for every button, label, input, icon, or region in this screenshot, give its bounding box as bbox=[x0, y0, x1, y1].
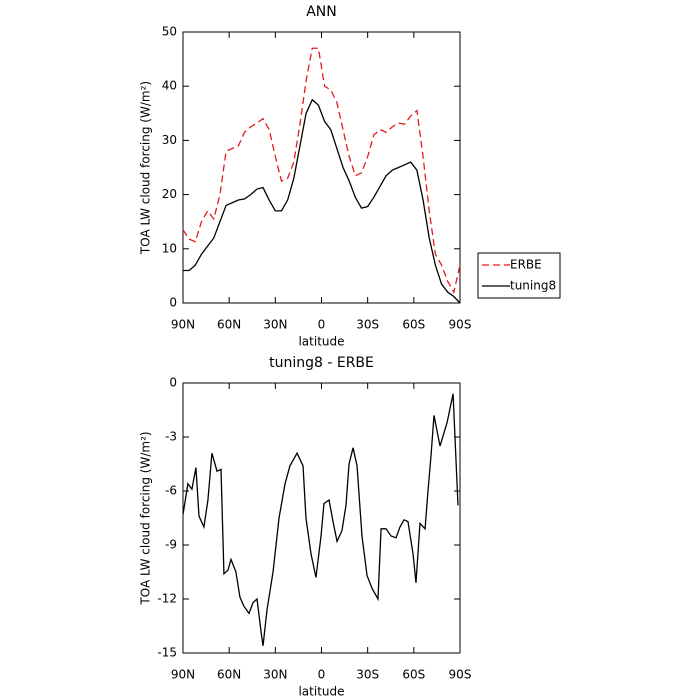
y-tick-label: 0 bbox=[169, 376, 177, 390]
y-axis-label: TOA LW cloud forcing (W/m²) bbox=[139, 81, 153, 255]
y-tick-label: -6 bbox=[165, 484, 177, 498]
x-tick-label: 90N bbox=[171, 668, 195, 682]
data-line bbox=[183, 98, 461, 304]
x-tick-label: 60S bbox=[402, 668, 425, 682]
y-tick-label: -3 bbox=[165, 430, 177, 444]
x-tick-label: 30S bbox=[356, 668, 379, 682]
legend-label: tuning8 bbox=[510, 279, 556, 293]
data-line bbox=[182, 47, 461, 294]
legend-label: ERBE bbox=[510, 258, 542, 272]
y-tick-label: 0 bbox=[169, 296, 177, 310]
x-tick-label: 60N bbox=[217, 318, 241, 332]
x-tick-label: 30S bbox=[356, 318, 379, 332]
y-tick-label: -12 bbox=[157, 592, 177, 606]
x-axis-label: latitude bbox=[298, 335, 344, 349]
y-tick-label: 10 bbox=[162, 241, 177, 255]
y-tick-label: -15 bbox=[157, 646, 177, 660]
chart-title: tuning8 - ERBE bbox=[269, 355, 374, 371]
x-tick-label: 30N bbox=[263, 318, 287, 332]
plot-frame bbox=[182, 382, 461, 654]
y-tick-label: 20 bbox=[162, 187, 177, 201]
y-axis-label: TOA LW cloud forcing (W/m²) bbox=[139, 431, 153, 605]
x-tick-label: 90N bbox=[171, 318, 195, 332]
x-tick-label: 60S bbox=[402, 318, 425, 332]
x-tick-label: 0 bbox=[318, 318, 326, 332]
y-tick-label: -9 bbox=[165, 538, 177, 552]
legend-box bbox=[477, 252, 561, 299]
x-axis-label: latitude bbox=[298, 685, 344, 699]
y-tick-label: 50 bbox=[162, 25, 177, 39]
x-tick-label: 90S bbox=[449, 668, 472, 682]
x-tick-label: 0 bbox=[318, 668, 326, 682]
plot-frame bbox=[182, 31, 461, 304]
x-tick-label: 90S bbox=[449, 318, 472, 332]
y-tick-label: 40 bbox=[162, 79, 177, 93]
y-tick-label: 30 bbox=[162, 133, 177, 147]
x-tick-label: 30N bbox=[263, 668, 287, 682]
x-tick-label: 60N bbox=[217, 668, 241, 682]
chart-title: ANN bbox=[306, 4, 337, 20]
data-line bbox=[182, 393, 459, 646]
